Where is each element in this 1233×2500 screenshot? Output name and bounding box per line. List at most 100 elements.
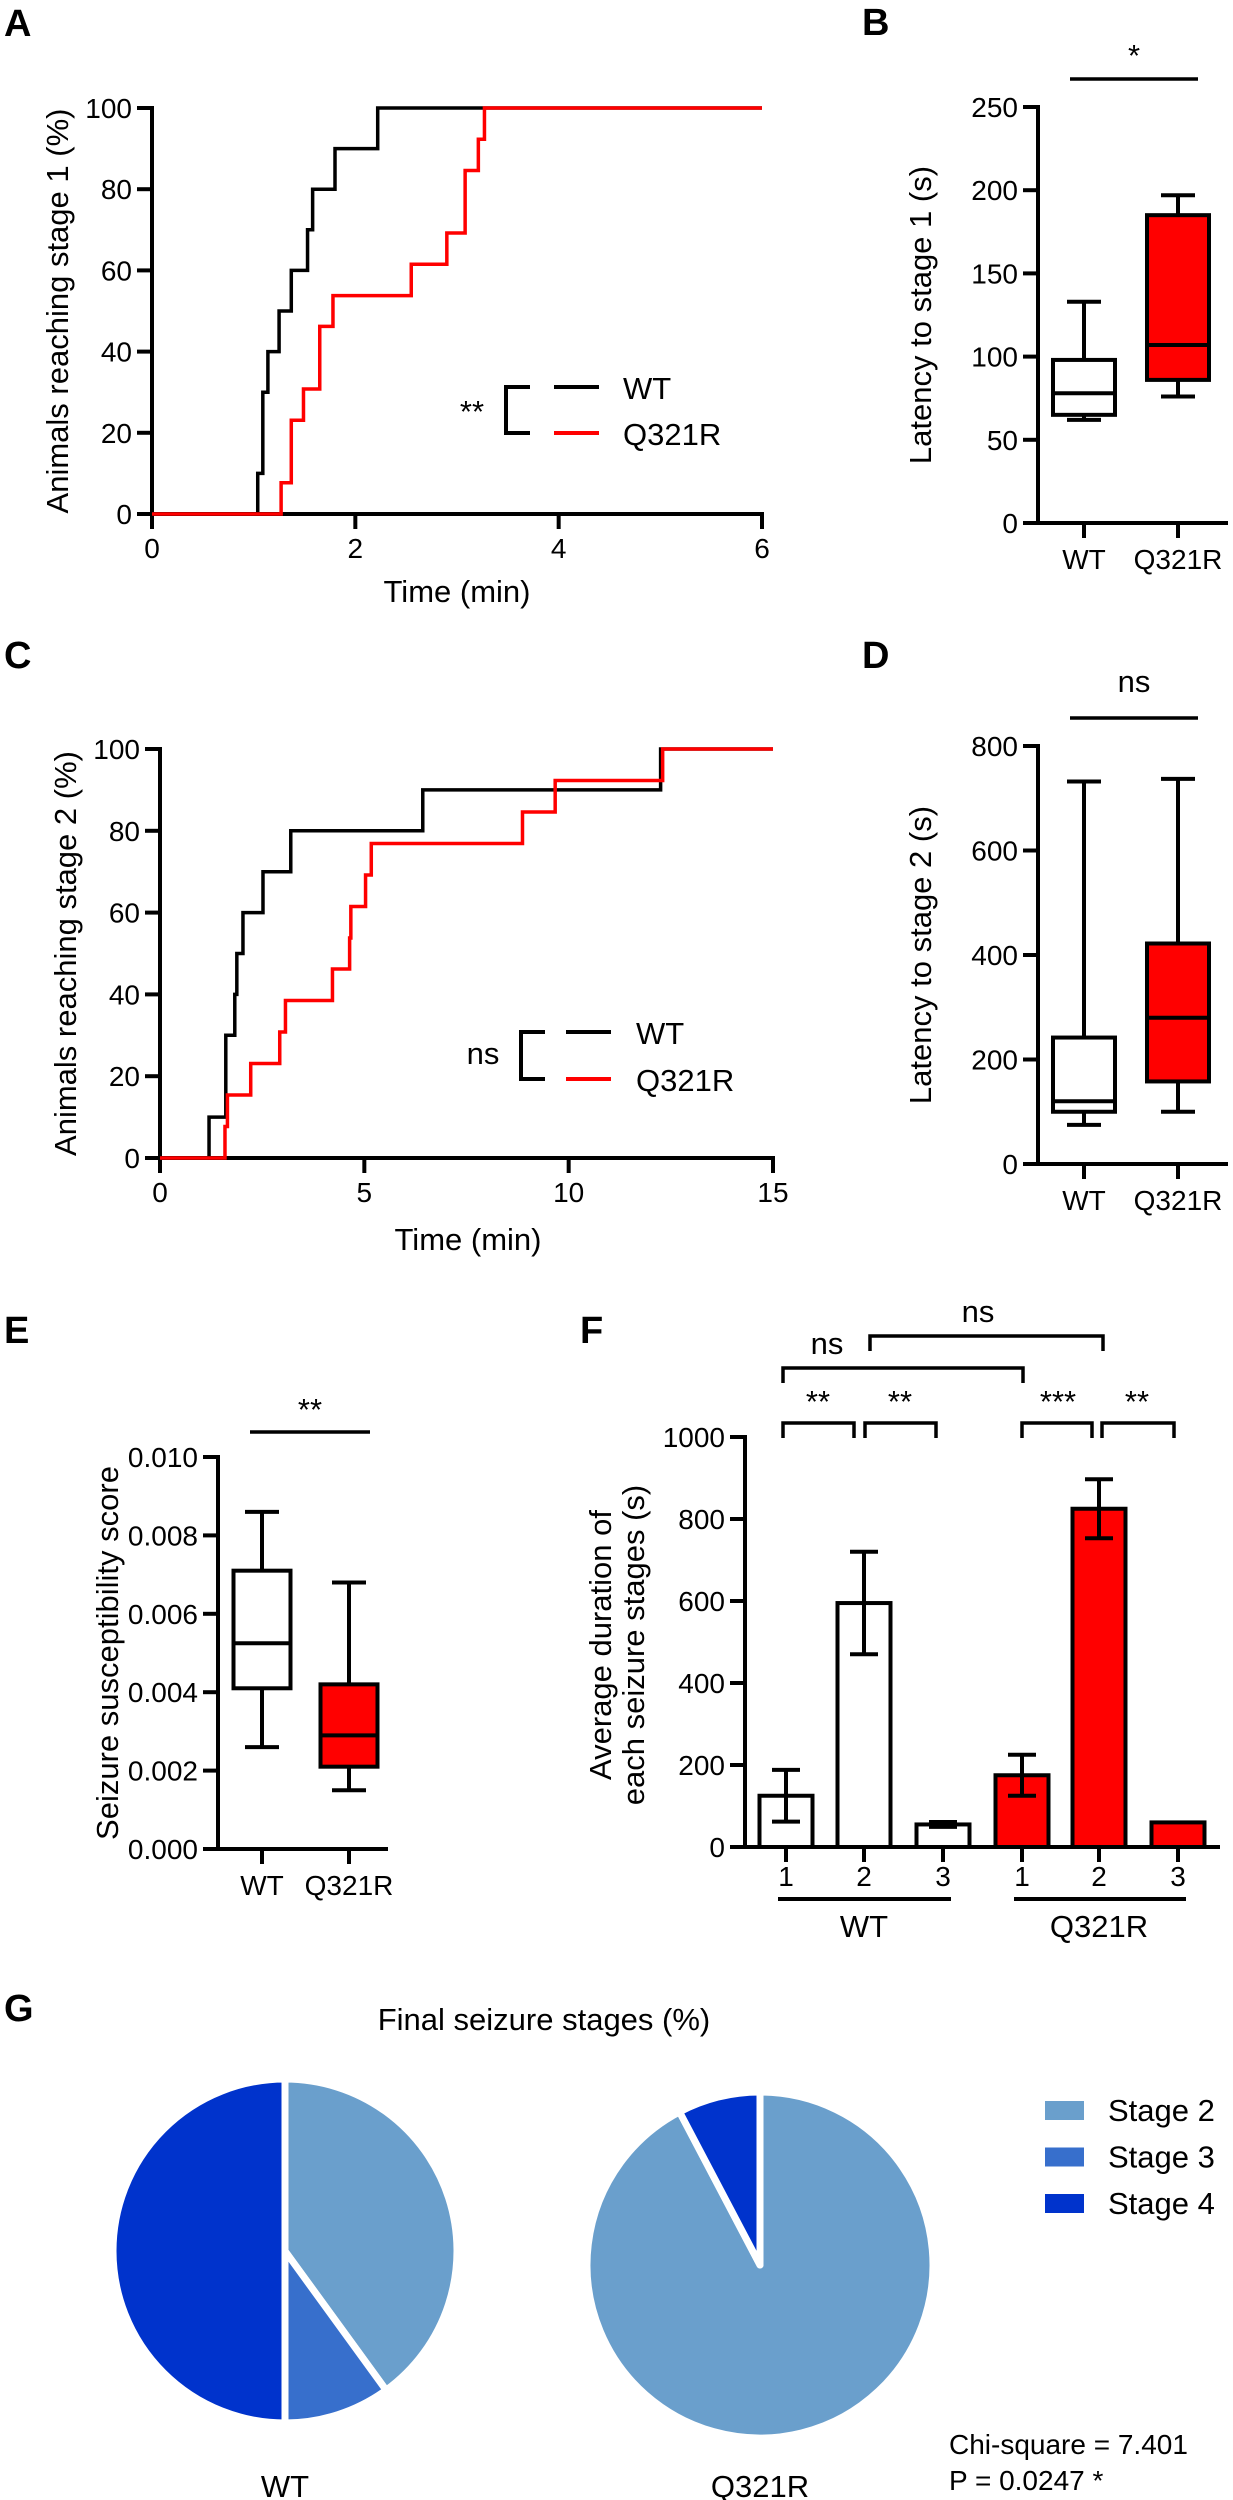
y-tick-label: 0.002 — [128, 1756, 198, 1787]
y-tick-label: 600 — [678, 1586, 725, 1617]
pie-label: Q321R — [711, 2469, 809, 2500]
y-tick-label: 0 — [124, 1143, 140, 1174]
chart-title: Final seizure stages (%) — [378, 2002, 711, 2037]
legend-label: Stage 3 — [1108, 2140, 1215, 2175]
bar-q321r-3 — [1149, 1820, 1207, 1850]
x-tick-label: 15 — [757, 1177, 788, 1208]
series-line-q321r — [160, 747, 773, 1160]
y-tick-label: 0.000 — [128, 1834, 198, 1865]
y-tick-label: 60 — [101, 255, 132, 286]
pie-label: WT — [261, 2469, 309, 2500]
comparison-label: *** — [1040, 1384, 1076, 1419]
legend-bracket — [519, 1030, 545, 1081]
y-axis-label-line-1: Average duration of — [583, 1510, 618, 1780]
x-tick-label: 2 — [348, 533, 364, 564]
x-tick-label: 2 — [856, 1861, 872, 1892]
x-tick-label: Q321R — [1134, 544, 1223, 575]
y-tick-label: 0 — [116, 499, 132, 530]
panel-label-g: G — [4, 1988, 34, 2030]
bar-q321r-2 — [1070, 1506, 1128, 1849]
box-wt — [231, 1568, 293, 1691]
series-line-wt — [152, 106, 762, 516]
y-tick-label: 100 — [93, 734, 140, 765]
panel-label-a: A — [4, 3, 31, 45]
y-tick-label: 0 — [709, 1832, 725, 1863]
pie-slice-q321r-stage-4 — [676, 2088, 764, 2269]
comparison-bracket — [1100, 1421, 1176, 1438]
y-tick-label: 0 — [1002, 1149, 1018, 1180]
x-tick-label: 0 — [144, 533, 160, 564]
y-tick-label: 80 — [109, 816, 140, 847]
panel-label-f: F — [580, 1310, 603, 1352]
x-tick-label: 1 — [778, 1861, 794, 1892]
legend-bracket — [504, 385, 530, 435]
y-tick-label: 800 — [678, 1504, 725, 1535]
y-axis-label: Latency to stage 2 (s) — [903, 806, 938, 1104]
x-tick-label: Q321R — [1134, 1185, 1223, 1216]
box-q321r — [1145, 941, 1211, 1084]
comparison-bracket — [781, 1421, 856, 1438]
y-tick-label: 400 — [678, 1668, 725, 1699]
legend-swatch-stage-2 — [1045, 2101, 1084, 2120]
comparison-bracket — [1020, 1421, 1094, 1438]
legend-significance: ** — [460, 394, 484, 429]
legend-label: Q321R — [623, 417, 721, 452]
y-axis-label: Latency to stage 1 (s) — [903, 166, 938, 464]
box-q321r — [318, 1682, 380, 1769]
x-tick-label: WT — [240, 1870, 284, 1901]
panel-label-d: D — [862, 635, 889, 677]
panel-label-e: E — [4, 1310, 29, 1352]
y-tick-label: 200 — [678, 1750, 725, 1781]
comparison-label: ** — [806, 1384, 830, 1419]
y-tick-label: 100 — [85, 93, 132, 124]
group-label: Q321R — [1050, 1909, 1148, 1944]
significance-label: ns — [1118, 664, 1151, 699]
stats-annotation: P = 0.0247 * — [949, 2465, 1104, 2496]
x-tick-label: 6 — [754, 533, 770, 564]
y-tick-label: 60 — [109, 898, 140, 929]
group-label: WT — [840, 1909, 888, 1944]
y-tick-label: 150 — [971, 258, 1018, 289]
y-tick-label: 400 — [971, 940, 1018, 971]
legend-label: WT — [623, 371, 671, 406]
y-tick-label: 0.010 — [128, 1442, 198, 1473]
pie-slice-q321r-stage-2 — [583, 2088, 937, 2442]
y-axis-label: Seizure susceptibility score — [90, 1466, 125, 1840]
y-tick-label: 0.004 — [128, 1677, 198, 1708]
y-axis-label-line-2: each seizure stages (s) — [616, 1485, 651, 1805]
y-tick-label: 0.008 — [128, 1520, 198, 1551]
box-q321r — [1145, 213, 1211, 382]
legend-significance: ns — [467, 1036, 500, 1071]
y-tick-label: 50 — [987, 425, 1018, 456]
box-wt — [1051, 357, 1117, 417]
comparison-label: ** — [1125, 1384, 1149, 1419]
x-tick-label: WT — [1062, 544, 1106, 575]
x-tick-label: 5 — [357, 1177, 373, 1208]
x-tick-label: 0 — [152, 1177, 168, 1208]
y-tick-label: 0.006 — [128, 1599, 198, 1630]
y-tick-label: 0 — [1002, 508, 1018, 539]
significance-label: * — [1128, 38, 1140, 73]
significance-label: ** — [298, 1392, 322, 1427]
comparison-label: ** — [888, 1384, 912, 1419]
legend-label: Stage 4 — [1108, 2186, 1215, 2221]
comparison-label: ns — [811, 1326, 844, 1361]
y-tick-label: 20 — [109, 1061, 140, 1092]
y-tick-label: 800 — [971, 731, 1018, 762]
legend-label: Stage 2 — [1108, 2093, 1215, 2128]
x-tick-label: 3 — [1170, 1861, 1186, 1892]
stats-annotation: Chi-square = 7.401 — [949, 2429, 1188, 2460]
panel-label-c: C — [4, 635, 31, 677]
y-tick-label: 100 — [971, 342, 1018, 373]
y-tick-label: 40 — [109, 979, 140, 1010]
x-axis-label: Time (min) — [384, 574, 531, 609]
y-tick-label: 200 — [971, 175, 1018, 206]
pie-slice-wt-stage-2 — [281, 2075, 461, 2394]
pie-slice-wt-stage-4 — [109, 2075, 289, 2427]
pie-slice-wt-stage-3 — [281, 2247, 390, 2427]
legend-label: Q321R — [636, 1063, 734, 1098]
y-tick-label: 40 — [101, 337, 132, 368]
x-tick-label: Q321R — [305, 1870, 394, 1901]
comparison-bracket — [868, 1334, 1105, 1351]
